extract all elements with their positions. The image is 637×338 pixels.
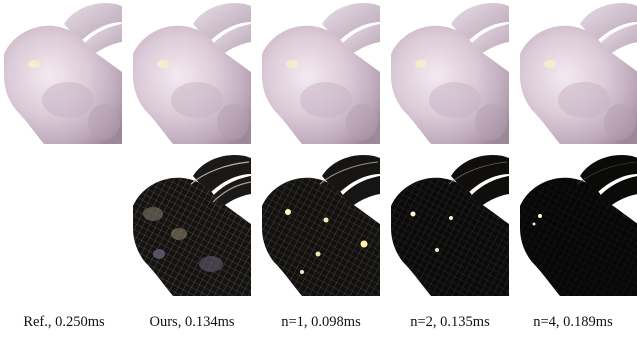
render-ours-image [133, 2, 251, 144]
error-n4-image [520, 154, 637, 296]
caption-ref: Ref., 0.250ms [23, 314, 105, 330]
render-n1-image [262, 2, 380, 144]
render-ref-image [4, 2, 122, 144]
caption-n1: n=1, 0.098ms [281, 314, 361, 330]
caption-n2: n=2, 0.135ms [410, 314, 490, 330]
error-n2-image [391, 154, 509, 296]
error-n1-image [262, 154, 380, 296]
caption-n4: n=4, 0.189ms [533, 314, 613, 330]
render-n4-image [520, 2, 637, 144]
caption-ours: Ours, 0.134ms [149, 314, 235, 330]
render-n2-image [391, 2, 509, 144]
error-ours-image [133, 154, 251, 296]
